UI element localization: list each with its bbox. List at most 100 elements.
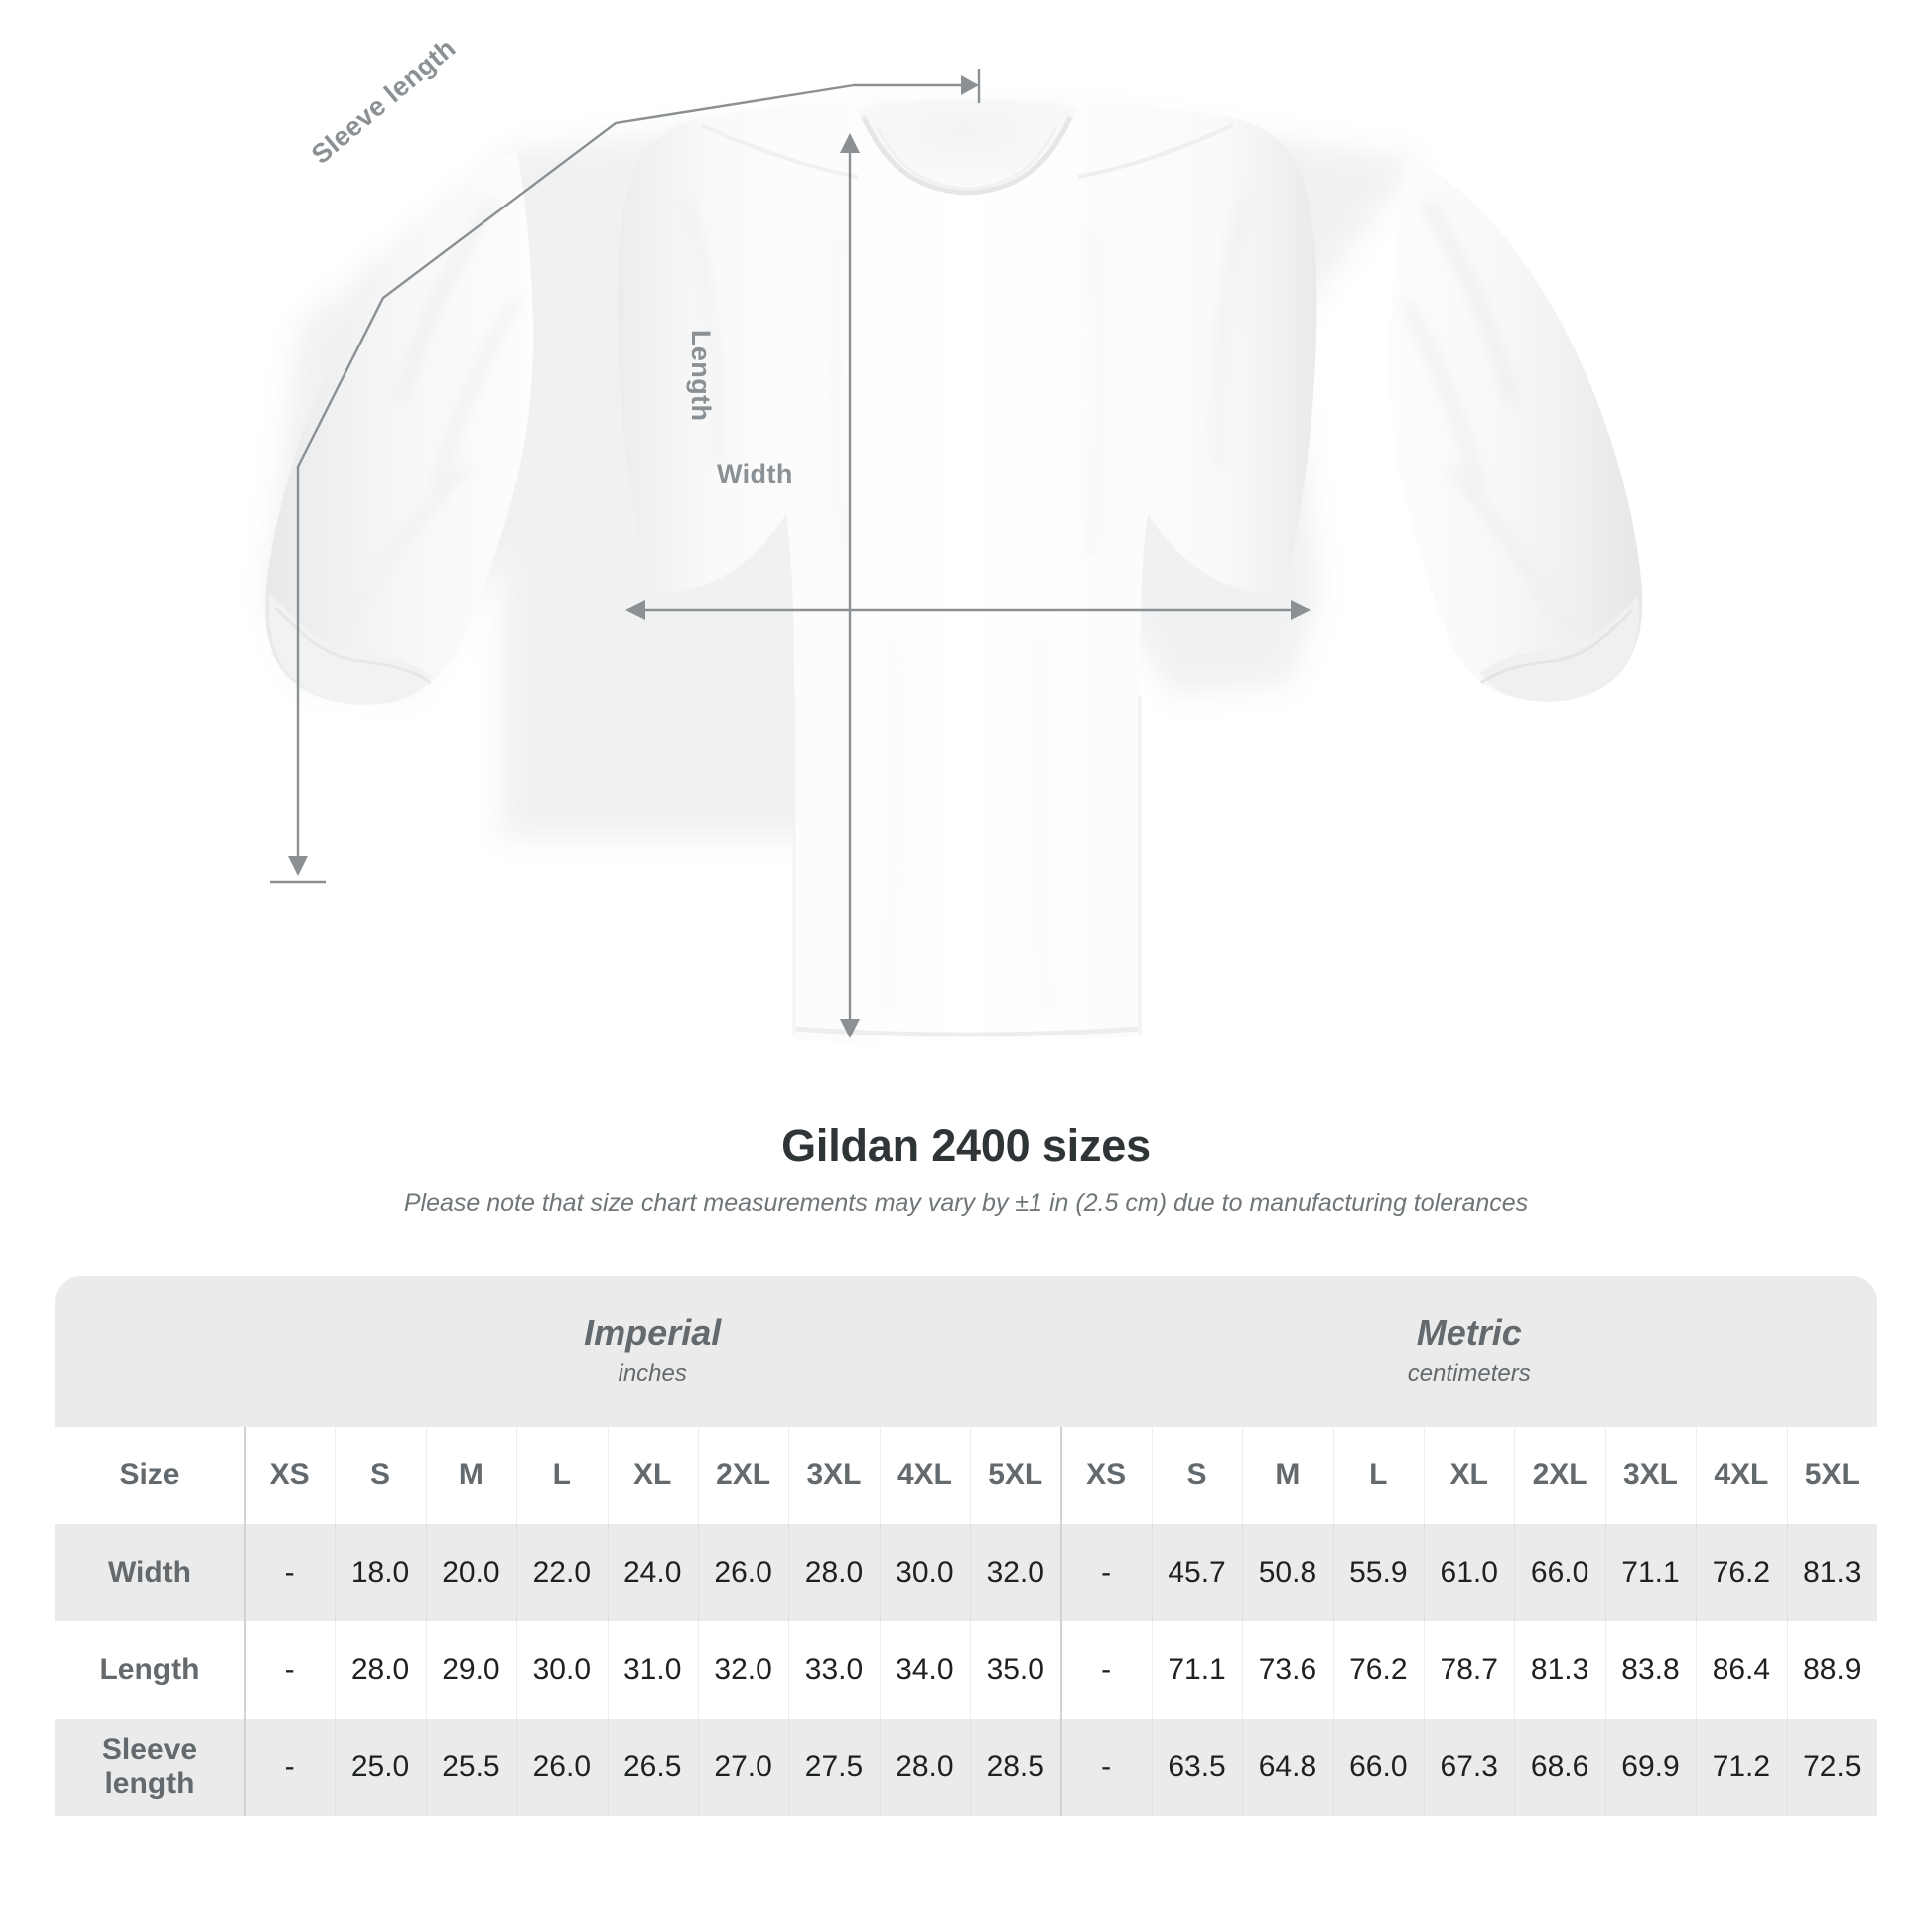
cell-width-imperial-l: 22.0 [516,1524,608,1621]
size-header-imperial-4xl: 4XL [879,1427,971,1524]
cell-width-metric-3xl: 71.1 [1604,1524,1697,1621]
cell-sleeve-length-metric-3xl: 69.9 [1604,1719,1697,1816]
cell-width-metric-5xl: 81.3 [1786,1524,1877,1621]
size-header-metric-5xl: 5XL [1786,1427,1877,1524]
size-chart-table: Imperial inches Metric centimeters Size XS S M L… [55,1276,1877,1816]
unit-row-spacer [55,1276,244,1427]
cell-width-imperial-5xl: 32.0 [970,1524,1061,1621]
unit-sub: inches [618,1359,687,1387]
garment-illustration: Sleeve length Length Width [265,33,1643,1043]
cell-width-imperial-xl: 24.0 [607,1524,698,1621]
cell-sleeve-length-imperial-l: 26.0 [516,1719,608,1816]
length-line [840,133,860,1038]
cell-length-metric-3xl: 83.8 [1604,1621,1697,1719]
cell-length-imperial-m: 29.0 [425,1621,517,1719]
size-header-metric-l: L [1332,1427,1425,1524]
size-header-metric-4xl: 4XL [1696,1427,1787,1524]
row-label-sleeve-length: Sleeve length [55,1719,244,1816]
cell-sleeve-length-metric-5xl: 72.5 [1786,1719,1877,1816]
cell-sleeve-length-metric-m: 64.8 [1242,1719,1333,1816]
width-line [625,600,1311,620]
cell-width-imperial-2xl: 26.0 [697,1524,789,1621]
cell-width-metric-m: 50.8 [1242,1524,1333,1621]
cell-width-metric-s: 45.7 [1151,1524,1243,1621]
cell-length-metric-4xl: 86.4 [1696,1621,1787,1719]
size-chart-table-wrap: Imperial inches Metric centimeters Size XS S M L… [55,1276,1877,1816]
cell-sleeve-length-imperial-s: 25.0 [335,1719,426,1816]
size-header-imperial-xs: XS [243,1427,336,1524]
sleeve-length-line [270,69,981,884]
cell-sleeve-length-imperial-xl: 26.5 [607,1719,698,1816]
cell-width-metric-2xl: 66.0 [1514,1524,1605,1621]
cell-length-metric-s: 71.1 [1151,1621,1243,1719]
row-label-length: Length [55,1621,244,1719]
length-dimension-label: Length [686,330,716,422]
cell-width-metric-4xl: 76.2 [1696,1524,1787,1621]
cell-length-metric-xl: 78.7 [1424,1621,1515,1719]
size-header-imperial-m: M [425,1427,517,1524]
size-header-metric-xl: XL [1424,1427,1515,1524]
unit-header-row: Imperial inches Metric centimeters [55,1276,1877,1427]
unit-name: Metric [1416,1312,1522,1354]
title-block: Gildan 2400 sizes Please note that size … [0,1120,1932,1218]
size-header-imperial-l: L [516,1427,608,1524]
unit-sub: centimeters [1407,1359,1531,1387]
cell-width-metric-xs: - [1060,1524,1152,1621]
shirt-body [617,99,1317,1043]
cell-sleeve-length-metric-2xl: 68.6 [1514,1719,1605,1816]
cell-width-imperial-3xl: 28.0 [788,1524,880,1621]
cell-length-metric-2xl: 81.3 [1514,1621,1605,1719]
cell-length-imperial-3xl: 33.0 [788,1621,880,1719]
size-header-row: Size XS S M L XL 2XL 3XL 4XL 5XL XS S M L XL 2XL 3XL 4XL 5… [55,1427,1877,1524]
size-header-imperial-2xl: 2XL [697,1427,789,1524]
table-row: Width -18.0 20.0 22.0 24.0 26.0 28.0 30.0 32.0-4… [55,1524,1877,1621]
cell-sleeve-length-imperial-xs: - [243,1719,336,1816]
cell-sleeve-length-metric-xs: - [1060,1719,1152,1816]
size-header-metric-xs: XS [1060,1427,1152,1524]
cell-length-metric-xs: - [1060,1621,1152,1719]
size-column-header: Size [55,1427,244,1524]
unit-name: Imperial [584,1312,722,1354]
cell-width-imperial-xs: - [243,1524,336,1621]
cell-sleeve-length-imperial-5xl: 28.5 [970,1719,1061,1816]
cell-width-imperial-4xl: 30.0 [879,1524,971,1621]
cell-length-imperial-xl: 31.0 [607,1621,698,1719]
size-header-metric-3xl: 3XL [1604,1427,1697,1524]
cell-width-imperial-m: 20.0 [425,1524,517,1621]
cell-sleeve-length-metric-xl: 67.3 [1424,1719,1515,1816]
size-header-metric-m: M [1242,1427,1333,1524]
cell-sleeve-length-imperial-3xl: 27.5 [788,1719,880,1816]
right-sleeve [1388,157,1643,702]
cell-sleeve-length-metric-l: 66.0 [1332,1719,1425,1816]
width-dimension-label: Width [717,459,793,488]
cell-sleeve-length-metric-s: 63.5 [1151,1719,1243,1816]
cell-length-imperial-4xl: 34.0 [879,1621,971,1719]
unit-header-metric: Metric centimeters [1060,1276,1877,1427]
cell-sleeve-length-imperial-4xl: 28.0 [879,1719,971,1816]
table-row: Sleeve length -25.0 25.5 26.0 26.5 27.0 27.5 28… [55,1719,1877,1816]
size-header-metric-2xl: 2XL [1514,1427,1605,1524]
cell-length-metric-l: 76.2 [1332,1621,1425,1719]
measurement-lines [270,69,1311,1038]
size-header-metric-s: S [1151,1427,1243,1524]
cell-length-imperial-xs: - [243,1621,336,1719]
cell-length-imperial-5xl: 35.0 [970,1621,1061,1719]
cell-length-imperial-l: 30.0 [516,1621,608,1719]
cell-width-metric-xl: 61.0 [1424,1524,1515,1621]
cell-length-imperial-s: 28.0 [335,1621,426,1719]
size-header-imperial-xl: XL [607,1427,698,1524]
cell-length-metric-m: 73.6 [1242,1621,1333,1719]
page-subtitle: Please note that size chart measurements… [403,1189,1529,1217]
cell-width-metric-l: 55.9 [1332,1524,1425,1621]
unit-header-imperial: Imperial inches [243,1276,1061,1427]
size-header-imperial-3xl: 3XL [788,1427,880,1524]
table-row: Length -28.0 29.0 30.0 31.0 32.0 33.0 34.0 35.0-… [55,1621,1877,1719]
page-title: Gildan 2400 sizes [781,1120,1151,1171]
size-header-imperial-5xl: 5XL [970,1427,1061,1524]
cell-sleeve-length-imperial-2xl: 27.0 [697,1719,789,1816]
size-header-imperial-s: S [335,1427,426,1524]
cell-length-metric-5xl: 88.9 [1786,1621,1877,1719]
cell-width-imperial-s: 18.0 [335,1524,426,1621]
left-sleeve [265,151,534,705]
cell-length-imperial-2xl: 32.0 [697,1621,789,1719]
